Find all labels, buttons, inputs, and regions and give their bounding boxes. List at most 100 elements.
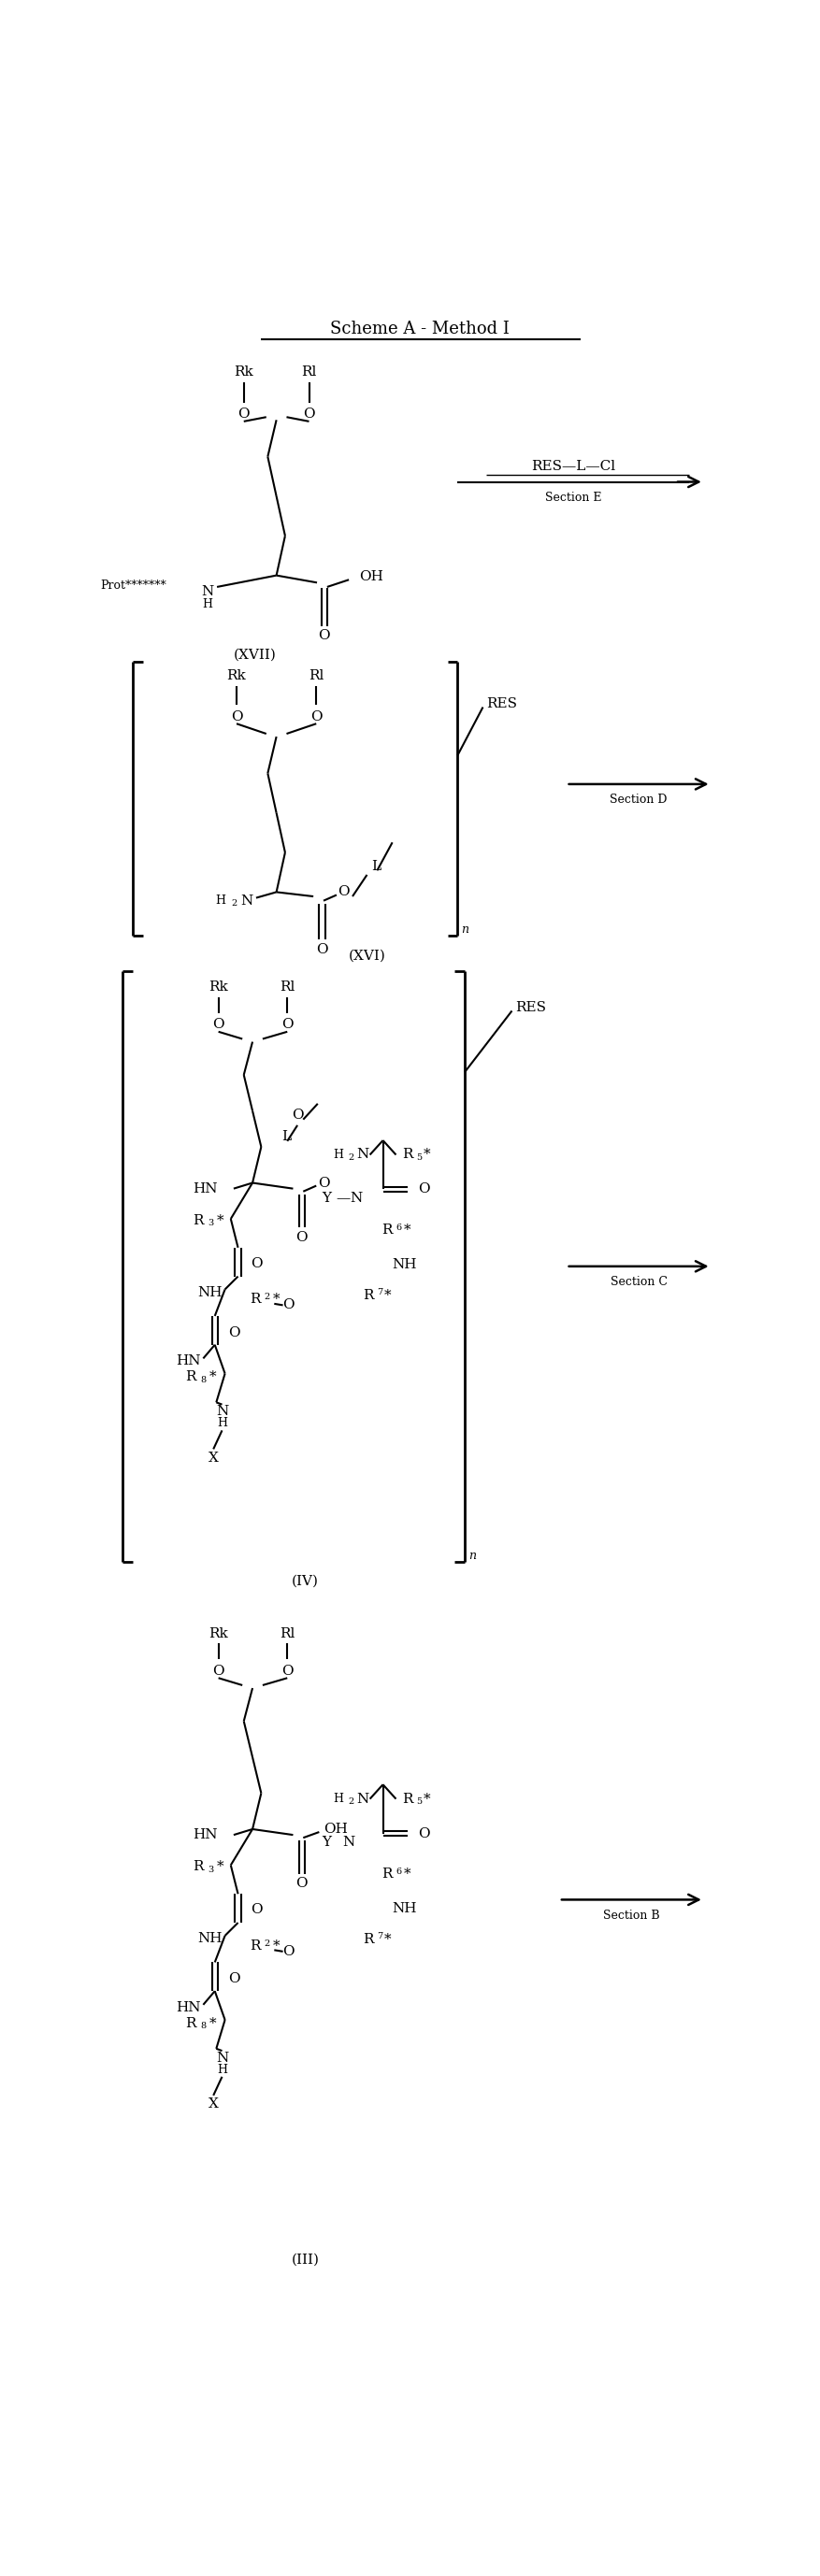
- Text: Rk: Rk: [234, 366, 253, 379]
- Text: 5: 5: [417, 1154, 422, 1162]
- Text: OH: OH: [324, 1824, 348, 1837]
- Text: R: R: [193, 1213, 203, 1226]
- Text: H: H: [216, 894, 226, 907]
- Text: *: *: [216, 1860, 223, 1873]
- Text: R: R: [402, 1149, 412, 1162]
- Text: 5: 5: [417, 1798, 422, 1806]
- Text: Section D: Section D: [610, 793, 667, 806]
- Text: 7: 7: [377, 1288, 383, 1296]
- Text: N: N: [357, 1793, 369, 1806]
- Text: Rl: Rl: [308, 670, 324, 683]
- Text: R: R: [249, 1940, 261, 1953]
- Text: n: n: [461, 922, 468, 935]
- Text: (III): (III): [291, 2254, 320, 2267]
- Text: Scheme A - Method I: Scheme A - Method I: [330, 322, 509, 337]
- Text: O: O: [228, 1973, 239, 1986]
- Text: O: O: [251, 1257, 263, 1270]
- Text: O: O: [310, 711, 322, 724]
- Text: O: O: [230, 711, 243, 724]
- Text: 2: 2: [348, 1154, 354, 1162]
- Text: O: O: [317, 1177, 330, 1190]
- Text: N: N: [357, 1149, 369, 1162]
- Text: X: X: [208, 1450, 218, 1463]
- Text: 2: 2: [264, 1940, 270, 1947]
- Text: OH: OH: [359, 569, 383, 582]
- Text: 2: 2: [231, 899, 237, 907]
- Text: RES—L—Cl: RES—L—Cl: [531, 459, 616, 471]
- Text: H: H: [217, 2063, 227, 2076]
- Text: Section E: Section E: [545, 492, 602, 505]
- Text: 6: 6: [396, 1224, 402, 1231]
- Text: R: R: [193, 1860, 203, 1873]
- Text: HN: HN: [175, 2002, 200, 2014]
- Text: 3: 3: [207, 1218, 213, 1226]
- Text: Section B: Section B: [604, 1909, 660, 1922]
- Text: N: N: [216, 1404, 228, 1419]
- Text: *: *: [216, 1213, 223, 1226]
- Text: Prot*******: Prot*******: [100, 580, 166, 592]
- Text: O: O: [296, 1231, 308, 1244]
- Text: Rk: Rk: [227, 670, 246, 683]
- Text: *: *: [385, 1932, 391, 1945]
- Text: O: O: [283, 1945, 294, 1958]
- Text: Rl: Rl: [280, 1628, 295, 1641]
- Text: HN: HN: [193, 1829, 218, 1842]
- Text: n: n: [468, 1551, 476, 1561]
- Text: —: —: [336, 1193, 350, 1206]
- Text: O: O: [281, 1018, 294, 1030]
- Text: RES: RES: [486, 698, 517, 711]
- Text: R: R: [381, 1224, 392, 1236]
- Text: NH: NH: [198, 1285, 222, 1298]
- Text: Rl: Rl: [302, 366, 317, 379]
- Text: 3: 3: [207, 1865, 213, 1873]
- Text: *: *: [423, 1149, 431, 1162]
- Text: N: N: [343, 1837, 355, 1850]
- Text: L: L: [371, 860, 380, 873]
- Text: H: H: [203, 598, 212, 611]
- Text: *: *: [273, 1293, 280, 1306]
- Text: Rk: Rk: [209, 1628, 228, 1641]
- Text: O: O: [212, 1664, 225, 1677]
- Text: 7: 7: [377, 1932, 383, 1940]
- Text: (XVI): (XVI): [348, 948, 385, 961]
- Text: *: *: [423, 1793, 431, 1806]
- Text: *: *: [403, 1224, 410, 1236]
- Text: O: O: [283, 1298, 294, 1311]
- Text: H: H: [334, 1149, 344, 1162]
- Text: HN: HN: [193, 1182, 218, 1195]
- Text: O: O: [292, 1108, 303, 1121]
- Text: N: N: [240, 894, 253, 907]
- Text: *: *: [273, 1940, 280, 1953]
- Text: (IV): (IV): [292, 1574, 319, 1589]
- Text: O: O: [296, 1878, 308, 1891]
- Text: R: R: [381, 1868, 392, 1880]
- Text: R: R: [185, 1370, 196, 1383]
- Text: R: R: [249, 1293, 261, 1306]
- Text: O: O: [238, 407, 250, 420]
- Text: Y: Y: [322, 1193, 331, 1206]
- Text: O: O: [228, 1327, 239, 1340]
- Text: NH: NH: [198, 1932, 222, 1945]
- Text: 8: 8: [200, 1376, 206, 1383]
- Text: HN: HN: [175, 1355, 200, 1368]
- Text: L: L: [281, 1131, 291, 1144]
- Text: R: R: [362, 1288, 373, 1301]
- Text: Y: Y: [322, 1837, 331, 1850]
- Text: *: *: [385, 1288, 391, 1301]
- Text: R: R: [185, 2017, 196, 2030]
- Text: 8: 8: [200, 2022, 206, 2030]
- Text: Rl: Rl: [280, 981, 295, 994]
- Text: O: O: [417, 1182, 430, 1195]
- Text: NH: NH: [392, 1257, 417, 1270]
- Text: H: H: [217, 1417, 227, 1430]
- Text: O: O: [318, 629, 330, 641]
- Text: N: N: [216, 2050, 228, 2063]
- Text: R: R: [402, 1793, 412, 1806]
- Text: *: *: [403, 1868, 410, 1880]
- Text: O: O: [417, 1826, 430, 1839]
- Text: 2: 2: [348, 1798, 354, 1806]
- Text: N: N: [350, 1193, 362, 1206]
- Text: (XVII): (XVII): [233, 649, 276, 662]
- Text: N: N: [202, 585, 214, 598]
- Text: O: O: [303, 407, 315, 420]
